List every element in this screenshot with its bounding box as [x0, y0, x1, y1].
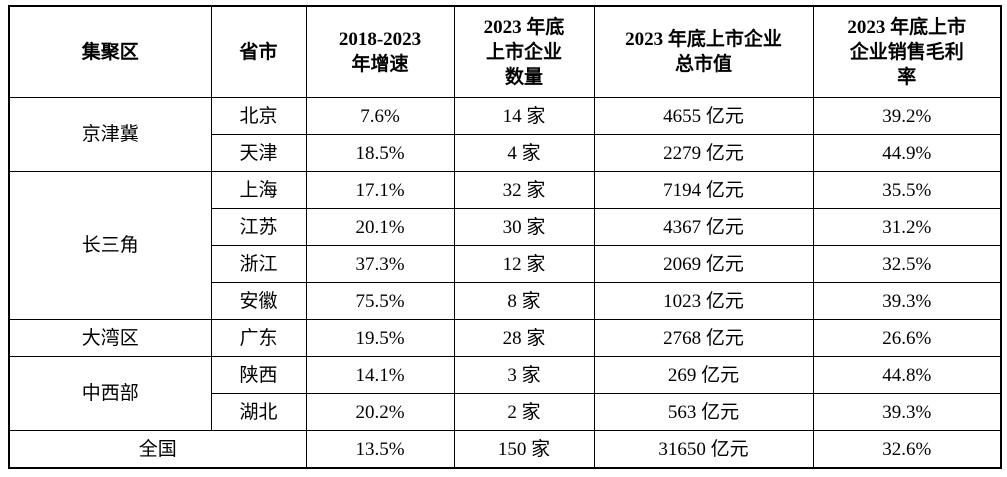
- growth-cell: 17.1%: [305, 171, 455, 209]
- table-container: 集聚区 省市 2018-2023 年增速 2023 年底 上市企业 数量 202…: [8, 5, 1002, 469]
- total-label-cell: 全国: [8, 430, 307, 469]
- region-cell-dawanqu: 大湾区: [8, 319, 212, 357]
- count-cell: 30 家: [453, 208, 595, 246]
- margin-cell: 44.9%: [812, 134, 1002, 172]
- province-cell: 江苏: [210, 208, 307, 246]
- table-row-tianjin: 天津 18.5% 4 家 2279 亿元 44.9%: [9, 134, 1002, 172]
- marketcap-cell: 7194 亿元: [593, 171, 814, 209]
- growth-cell: 19.5%: [305, 319, 455, 357]
- table-row-hubei: 湖北 20.2% 2 家 563 亿元 39.3%: [9, 393, 1002, 431]
- marketcap-cell: 4655 亿元: [593, 97, 814, 135]
- margin-cell: 32.6%: [812, 430, 1002, 469]
- margin-cell: 44.8%: [812, 356, 1002, 394]
- count-cell: 4 家: [453, 134, 595, 172]
- col-header-growth: 2018-2023 年增速: [305, 5, 455, 98]
- table-row-beijing: 京津冀 北京 7.6% 14 家 4655 亿元 39.2%: [8, 97, 1002, 172]
- table-row-jiangsu: 江苏 20.1% 30 家 4367 亿元 31.2%: [9, 208, 1002, 246]
- count-cell: 150 家: [453, 430, 595, 469]
- margin-cell: 39.3%: [812, 282, 1002, 320]
- marketcap-cell: 269 亿元: [593, 356, 814, 394]
- count-cell: 12 家: [453, 245, 595, 283]
- count-cell: 32 家: [453, 171, 595, 209]
- growth-cell: 18.5%: [305, 134, 455, 172]
- margin-cell: 32.5%: [812, 245, 1002, 283]
- region-cell-zhongxibu: 中西部: [8, 356, 212, 431]
- count-cell: 8 家: [453, 282, 595, 320]
- region-cell-changsanjiao: 长三角: [8, 171, 212, 320]
- col-header-count: 2023 年底 上市企业 数量: [453, 5, 595, 98]
- growth-cell: 7.6%: [305, 97, 455, 135]
- growth-cell: 20.2%: [305, 393, 455, 431]
- margin-cell: 39.2%: [812, 97, 1002, 135]
- marketcap-cell: 2069 亿元: [593, 245, 814, 283]
- marketcap-cell: 2768 亿元: [593, 319, 814, 357]
- province-cell: 湖北: [210, 393, 307, 431]
- margin-cell: 26.6%: [812, 319, 1002, 357]
- margin-cell: 31.2%: [812, 208, 1002, 246]
- table-row-guangdong: 大湾区 广东 19.5% 28 家 2768 亿元 26.6%: [8, 319, 1002, 357]
- count-cell: 14 家: [453, 97, 595, 135]
- province-cell: 陕西: [210, 356, 307, 394]
- margin-cell: 39.3%: [812, 393, 1002, 431]
- col-header-margin: 2023 年底上市 企业销售毛利 率: [812, 5, 1002, 98]
- growth-cell: 14.1%: [305, 356, 455, 394]
- count-cell: 2 家: [453, 393, 595, 431]
- growth-cell: 37.3%: [305, 245, 455, 283]
- province-cell: 广东: [210, 319, 307, 357]
- marketcap-cell: 31650 亿元: [593, 430, 814, 469]
- table-row-anhui: 安徽 75.5% 8 家 1023 亿元 39.3%: [9, 282, 1002, 320]
- table-row-shanghai: 长三角 上海 17.1% 32 家 7194 亿元 35.5%: [8, 171, 1002, 320]
- table-row-shaanxi: 中西部 陕西 14.1% 3 家 269 亿元 44.8%: [8, 356, 1002, 431]
- marketcap-cell: 563 亿元: [593, 393, 814, 431]
- region-cell-jingjinji: 京津冀: [8, 97, 212, 172]
- province-cell: 天津: [210, 134, 307, 172]
- province-cell: 上海: [210, 171, 307, 209]
- marketcap-cell: 2279 亿元: [593, 134, 814, 172]
- growth-cell: 13.5%: [305, 430, 455, 469]
- marketcap-cell: 1023 亿元: [593, 282, 814, 320]
- col-header-province: 省市: [210, 5, 307, 98]
- province-cell: 安徽: [210, 282, 307, 320]
- listed-companies-table: 集聚区 省市 2018-2023 年增速 2023 年底 上市企业 数量 202…: [8, 5, 1002, 469]
- col-header-region: 集聚区: [8, 5, 212, 98]
- table-row-zhejiang: 浙江 37.3% 12 家 2069 亿元 32.5%: [9, 245, 1002, 283]
- province-cell: 浙江: [210, 245, 307, 283]
- header-row: 集聚区 省市 2018-2023 年增速 2023 年底 上市企业 数量 202…: [8, 5, 1002, 98]
- marketcap-cell: 4367 亿元: [593, 208, 814, 246]
- margin-cell: 35.5%: [812, 171, 1002, 209]
- growth-cell: 20.1%: [305, 208, 455, 246]
- province-cell: 北京: [210, 97, 307, 135]
- growth-cell: 75.5%: [305, 282, 455, 320]
- count-cell: 28 家: [453, 319, 595, 357]
- col-header-marketcap: 2023 年底上市企业 总市值: [593, 5, 814, 98]
- table-row-national-total: 全国 13.5% 150 家 31650 亿元 32.6%: [8, 430, 1002, 469]
- count-cell: 3 家: [453, 356, 595, 394]
